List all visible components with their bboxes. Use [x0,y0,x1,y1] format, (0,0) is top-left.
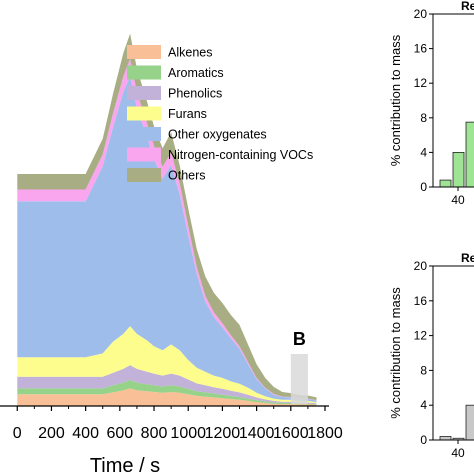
area-furans [17,326,317,404]
panel-bottom-bars [439,404,474,441]
y-tick-label: 0 [420,433,427,447]
y-tick-label: 12 [414,76,428,90]
legend-label: Others [168,169,206,183]
legend-label: Aromatics [168,66,224,80]
area-alkenes [17,388,317,406]
x-tick-label: 1600 [273,425,309,442]
y-tick-label: 20 [414,259,428,273]
y-tick-label: 16 [414,294,428,308]
legend-swatch [127,168,161,182]
panel-top-title: Reg [461,0,474,13]
y-tick-label: 0 [420,180,427,194]
legend-swatch [127,86,161,100]
y-tick-label: 4 [420,398,427,412]
legend-label: Nitrogen-containing VOCs [168,148,313,162]
area-other-oxygenates [17,76,317,403]
bar-panel-top: Reg 0 4 8 12 16 20 40 % contribution to mass [388,0,474,207]
x-tick-label: 400 [72,425,99,442]
region-b-highlight [290,354,308,404]
panel-top-axes: 0 4 8 12 16 20 40 [414,7,474,207]
x-tick-label: 1000 [170,425,206,442]
legend-swatch [127,106,161,121]
x-tick-label: 1800 [307,425,343,442]
legend-label: Phenolics [168,87,222,101]
x-tick-label: 200 [38,425,65,442]
x-tick-label: 800 [141,425,168,442]
legend-swatch [127,127,161,141]
y-tick-label: 16 [414,42,428,56]
x-tick-label: 1400 [239,425,275,442]
x-axis-title: Time / s [90,455,160,474]
x-tick-label: 40 [451,446,465,460]
y-tick-label: 8 [420,363,427,377]
panel-bottom-y-label: % contribution to mass [388,287,403,419]
bar [452,151,465,188]
legend-label: Other oxygenates [168,128,267,142]
y-tick-label: 8 [420,111,427,125]
legend: Alkenes Aromatics Phenolics Furans Other oxy… [127,45,313,183]
bar-panel-bottom: Reg 0 4 8 12 16 20 40 % contribution to mass [388,251,474,460]
stacked-areas [17,33,317,406]
legend-swatch [127,65,161,80]
x-tick-label: 1200 [205,425,241,442]
panel-bottom-title: Reg [461,251,474,265]
panel-top-y-label: % contribution to mass [388,34,403,166]
panel-bottom-axes: 0 4 8 12 16 20 40 [414,259,474,460]
legend-label: Alkenes [168,46,212,60]
bar [439,179,452,188]
legend-swatch [127,45,161,59]
bar [439,436,452,441]
x-tick-label: 0 [13,425,22,442]
legend-label: Furans [168,107,207,121]
area-phenolics [17,365,317,405]
bar [465,121,474,188]
x-tick-label: 600 [106,425,133,442]
panel-top-bars [439,121,474,188]
y-tick-label: 4 [420,145,427,159]
y-tick-label: 12 [414,329,428,343]
legend-swatch [127,147,161,162]
y-tick-label: 20 [414,7,428,21]
region-b-label: B [293,329,306,349]
x-tick-label: 40 [451,193,465,207]
area-aromatics [17,379,317,405]
bar [465,404,474,441]
